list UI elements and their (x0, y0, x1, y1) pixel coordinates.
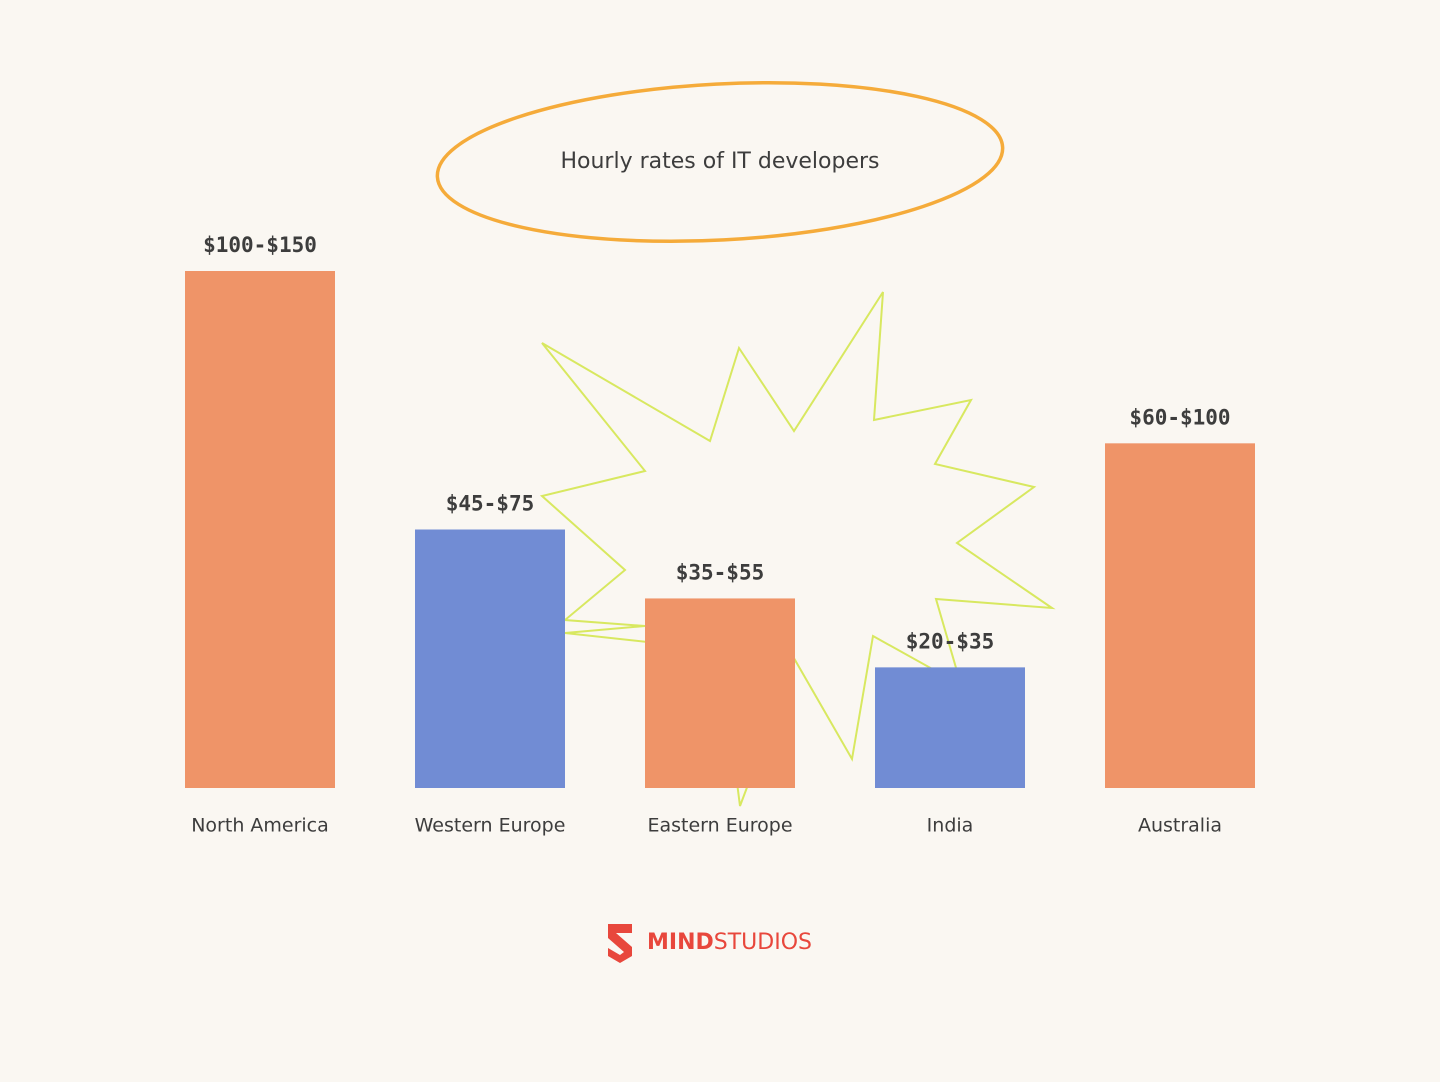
logo: MINDSTUDIOS (608, 924, 812, 963)
bar (645, 598, 795, 788)
title-ellipse (435, 80, 1005, 244)
value-label: $100-$150 (203, 233, 317, 257)
logo-text: MIND (647, 930, 714, 955)
x-tick-label: Western Europe (415, 815, 566, 837)
chart-title: Hourly rates of IT developers (560, 149, 879, 174)
x-tick-label: North America (191, 815, 329, 837)
bars: $100-$150 North America $45-$75 Western Eur… (185, 233, 1255, 837)
logo-text: STUDIOS (714, 930, 812, 955)
value-label: $35-$55 (676, 560, 765, 584)
svg-text:MINDSTUDIOS: MINDSTUDIOS (647, 930, 812, 955)
bar (185, 271, 335, 788)
bar (875, 667, 1025, 788)
value-label: $20-$35 (906, 629, 995, 653)
value-label: $60-$100 (1129, 405, 1230, 429)
x-tick-label: Australia (1138, 815, 1222, 837)
logo-icon (608, 924, 632, 963)
x-tick-label: Eastern Europe (647, 815, 792, 837)
value-label: $45-$75 (446, 492, 535, 516)
bar (415, 529, 565, 788)
x-tick-label: India (927, 815, 974, 837)
bar (1105, 443, 1255, 788)
